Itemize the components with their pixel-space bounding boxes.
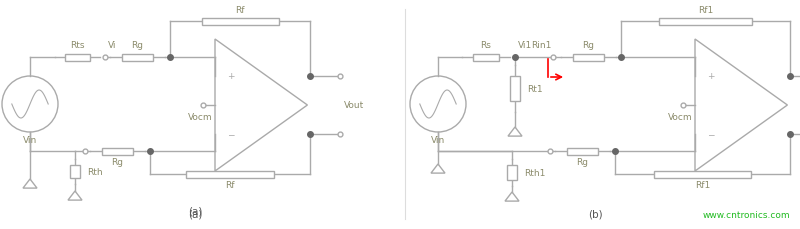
Bar: [102, 148, 133, 155]
Text: Vi: Vi: [108, 41, 117, 50]
Text: Rf1: Rf1: [698, 6, 714, 15]
Bar: [473, 54, 499, 61]
Text: Rg: Rg: [131, 41, 143, 50]
Text: Vin: Vin: [23, 135, 37, 144]
Text: Rg: Rg: [577, 157, 589, 166]
Text: Vocm: Vocm: [188, 112, 212, 121]
Text: Rf: Rf: [226, 180, 235, 189]
Bar: [186, 171, 274, 178]
Text: Rth: Rth: [87, 167, 102, 176]
Text: Rt1: Rt1: [527, 85, 542, 94]
Bar: [65, 54, 90, 61]
Text: Rg: Rg: [582, 41, 594, 50]
Text: Vi1: Vi1: [518, 41, 532, 50]
Bar: [567, 148, 598, 155]
Bar: [574, 54, 604, 61]
Text: Rin1: Rin1: [531, 41, 551, 50]
Text: Rf: Rf: [235, 6, 245, 15]
Bar: [202, 18, 279, 25]
Text: +: +: [227, 72, 234, 81]
Text: Rf1: Rf1: [695, 180, 710, 189]
Text: +: +: [707, 72, 714, 81]
Text: www.cntronics.com: www.cntronics.com: [702, 210, 790, 219]
Text: −: −: [707, 130, 714, 139]
Text: (a): (a): [188, 206, 202, 216]
Text: (b): (b): [588, 209, 602, 219]
Text: Vin: Vin: [431, 135, 445, 144]
Text: (a): (a): [188, 209, 202, 219]
Text: −: −: [227, 130, 234, 139]
Bar: [122, 54, 153, 61]
Text: Rg: Rg: [111, 157, 123, 166]
Text: Vout: Vout: [344, 101, 365, 110]
Text: Rs: Rs: [481, 41, 491, 50]
Text: Rth1: Rth1: [524, 168, 546, 177]
Bar: [659, 18, 752, 25]
Text: Vocm: Vocm: [668, 112, 692, 121]
Bar: [510, 76, 520, 102]
Text: Rts: Rts: [70, 41, 85, 50]
Bar: [507, 165, 517, 180]
Bar: [654, 171, 751, 178]
Bar: [70, 165, 80, 179]
